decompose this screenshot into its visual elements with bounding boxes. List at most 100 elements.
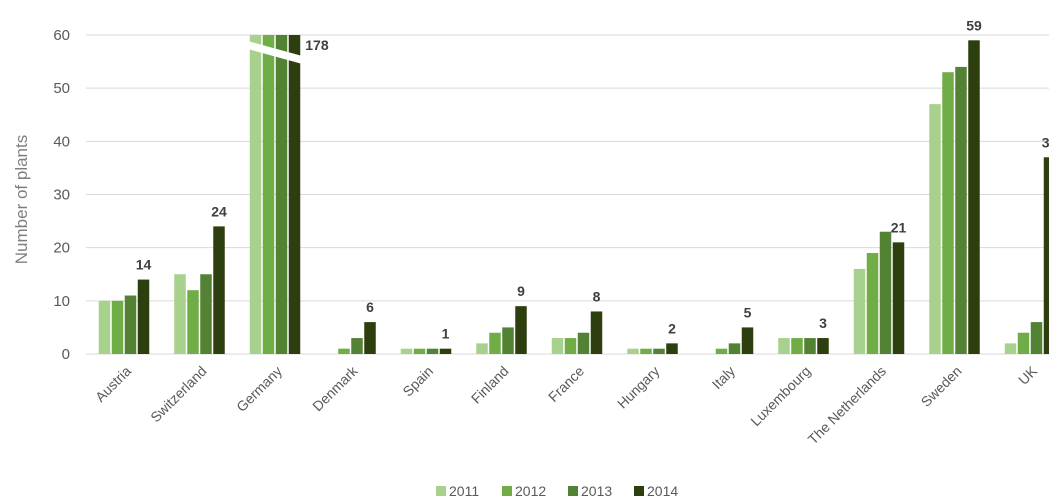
x-tick-label-hungary: Hungary [614, 363, 663, 412]
bar-finland-2011 [476, 343, 488, 354]
x-tick-label-switzerland: Switzerland [147, 363, 209, 425]
data-label-finland: 9 [517, 283, 525, 299]
x-tick-label-denmark: Denmark [309, 362, 361, 414]
legend-swatch-2011 [436, 486, 446, 496]
data-label-hungary: 2 [668, 320, 676, 336]
y-tick-label-10: 10 [53, 293, 70, 310]
y-tick-label-60: 60 [53, 27, 70, 44]
y-axis-ticks: 0 10 20 30 40 50 60 [53, 27, 70, 363]
data-label-austria: 14 [136, 257, 152, 273]
legend-swatch-2012 [502, 486, 512, 496]
bar-austria-2014 [137, 279, 150, 354]
legend-label-2012: 2012 [515, 483, 546, 499]
x-tick-label-luxembourg: Luxembourg [747, 363, 813, 429]
bar-luxembourg-2011 [778, 338, 790, 354]
y-tick-label-0: 0 [62, 346, 70, 363]
bar-finland-2012 [489, 332, 501, 354]
bar-germany-2013 [275, 35, 288, 354]
bar-switzerland-2013 [200, 274, 212, 354]
bar-luxembourg-2014 [817, 338, 829, 354]
legend: 2011 2012 2013 2014 [436, 483, 678, 499]
bar-spain-2011 [400, 348, 413, 354]
bar-the-netherlands-2013 [879, 231, 892, 354]
bar-sweden-2012 [942, 72, 954, 354]
x-tick-label-france: France [545, 363, 587, 405]
y-tick-label-20: 20 [53, 240, 70, 257]
bar-france-2011 [551, 338, 564, 354]
bar-sweden-2013 [955, 66, 967, 355]
bar-uk-2014 [1043, 157, 1049, 354]
data-label-the-netherlands: 21 [891, 219, 907, 235]
bar-uk-2013 [1030, 322, 1043, 354]
data-label-switzerland: 24 [211, 203, 227, 219]
axis-break-germany [247, 41, 303, 64]
data-label-sweden: 59 [966, 17, 982, 33]
bar-germany-2014 [288, 35, 301, 354]
y-tick-label-40: 40 [53, 133, 70, 150]
x-tick-label-austria: Austria [92, 363, 134, 405]
data-label-italy: 5 [744, 304, 752, 320]
x-tick-label-germany: Germany [233, 363, 285, 415]
bar-luxembourg-2013 [804, 338, 816, 354]
bar-france-2014 [590, 311, 603, 354]
bar-italy-2012 [715, 348, 728, 354]
data-label-luxembourg: 3 [819, 315, 827, 331]
bar-the-netherlands-2012 [866, 252, 879, 354]
x-tick-label-the-netherlands: The Netherlands [805, 363, 890, 448]
bar-austria-2012 [111, 300, 124, 354]
bar-uk-2011 [1004, 343, 1017, 354]
bar-spain-2012 [413, 348, 426, 354]
bar-austria-2011 [98, 300, 111, 354]
bar-hungary-2012 [640, 348, 652, 354]
bar-finland-2014 [515, 306, 527, 354]
x-tick-label-spain: Spain [399, 363, 436, 400]
bar-spain-2014 [439, 348, 452, 354]
data-label-france: 8 [593, 288, 601, 304]
bar-switzerland-2012 [187, 290, 199, 354]
bar-denmark-2014 [364, 322, 376, 354]
legend-label-2011: 2011 [449, 483, 479, 499]
y-axis-title: Number of plants [12, 135, 31, 264]
bar-germany-2012 [262, 35, 275, 354]
bar-sweden-2011 [929, 104, 941, 354]
data-label-spain: 1 [442, 326, 450, 342]
bar-luxembourg-2012 [791, 338, 803, 354]
bar-france-2012 [564, 338, 577, 354]
bar-france-2013 [577, 332, 590, 354]
legend-swatch-2013 [568, 486, 578, 496]
x-tick-label-uk: UK [1015, 362, 1041, 388]
bar-the-netherlands-2014 [892, 242, 905, 354]
x-tick-label-italy: Italy [709, 363, 738, 392]
data-label-germany: 178 [305, 37, 329, 53]
bar-sweden-2014 [968, 40, 980, 355]
bar-denmark-2013 [351, 338, 363, 354]
bar-austria-2013 [124, 295, 137, 354]
legend-label-2013: 2013 [581, 483, 612, 499]
y-tick-label-30: 30 [53, 187, 70, 204]
bar-hungary-2014 [666, 343, 678, 354]
bar-spain-2013 [426, 348, 439, 354]
bar-the-netherlands-2011 [853, 268, 866, 354]
bar-switzerland-2014 [213, 226, 225, 354]
bars [98, 35, 1049, 355]
legend-label-2014: 2014 [647, 483, 678, 499]
bar-hungary-2013 [653, 348, 665, 354]
bar-uk-2012 [1017, 332, 1030, 354]
x-tick-label-finland: Finland [468, 363, 512, 407]
data-label-uk: 37 [1042, 134, 1049, 150]
y-tick-label-50: 50 [53, 80, 70, 97]
legend-swatch-2014 [634, 486, 644, 496]
data-labels: 14 24 178 6 1 9 8 2 5 3 21 59 37 [136, 17, 1049, 341]
x-axis-labels: Austria Switzerland Germany Denmark Spain Fin… [92, 362, 1041, 447]
data-label-denmark: 6 [366, 299, 374, 315]
bar-italy-2014 [741, 327, 754, 354]
gridlines [86, 34, 1049, 355]
bar-hungary-2011 [627, 348, 639, 354]
bar-finland-2013 [502, 327, 514, 354]
bar-switzerland-2011 [174, 274, 186, 354]
bar-denmark-2012 [338, 348, 350, 354]
bar-italy-2013 [728, 343, 741, 354]
bar-germany-2011 [249, 35, 262, 354]
